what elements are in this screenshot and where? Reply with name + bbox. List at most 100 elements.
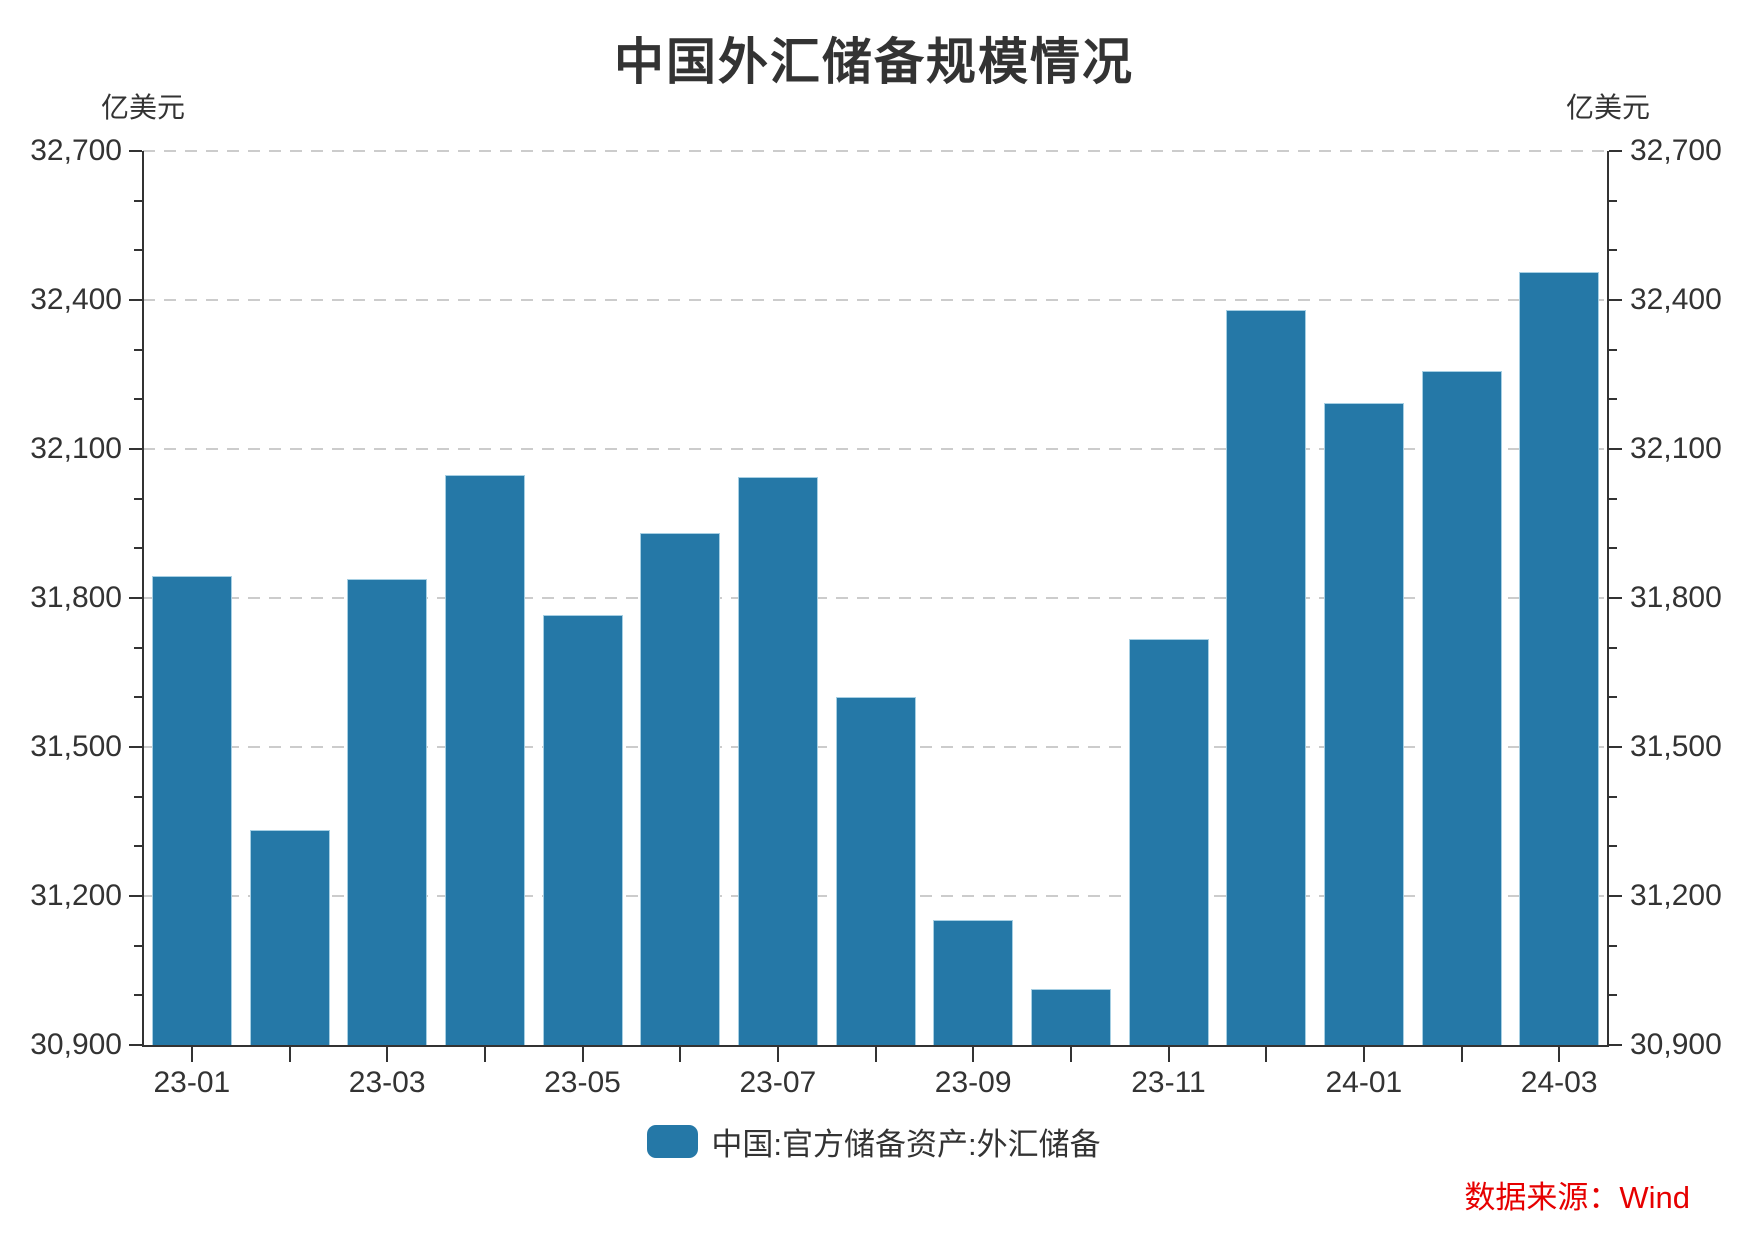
legend[interactable]: 中国:官方储备资产:外汇储备 (0, 1119, 1748, 1164)
y-tick-label-right: 31,800 (1630, 581, 1722, 614)
y-minor-tick-left (134, 249, 142, 252)
y-minor-tick-left (134, 994, 142, 997)
x-tick (679, 1046, 682, 1062)
y-minor-tick-left (134, 348, 142, 351)
y-tick-label-right: 32,700 (1630, 134, 1722, 167)
grid-line (143, 448, 1608, 450)
y-major-tick-right (1609, 1044, 1622, 1046)
y-minor-tick-right (1609, 249, 1617, 252)
y-minor-tick-left (134, 646, 142, 649)
y-minor-tick-left (134, 944, 142, 947)
grid-line (143, 597, 1608, 599)
y-minor-tick-right (1609, 646, 1617, 649)
x-tick-label: 23-11 (1131, 1066, 1206, 1099)
x-tick (1167, 1046, 1170, 1062)
y-tick-label-left: 32,400 (30, 283, 122, 316)
x-tick (776, 1046, 779, 1062)
x-tick (1265, 1046, 1268, 1062)
bar (835, 696, 916, 1045)
y-tick-label-right: 31,500 (1630, 730, 1722, 763)
y-minor-tick-right (1609, 348, 1617, 351)
y-major-tick-left (129, 746, 142, 748)
x-tick (1069, 1046, 1072, 1062)
data-source-note: 数据来源：Wind (1464, 1180, 1690, 1215)
y-tick-label-right: 32,100 (1630, 432, 1722, 465)
y-minor-tick-right (1609, 994, 1617, 997)
y-major-tick-right (1609, 746, 1622, 748)
y-axis-unit-left: 亿美元 (100, 92, 185, 123)
y-major-tick-left (129, 597, 142, 599)
y-tick-label-right: 30,900 (1630, 1028, 1722, 1061)
x-tick-label: 24-03 (1520, 1066, 1598, 1099)
x-tick (581, 1046, 584, 1062)
y-minor-tick-right (1609, 845, 1617, 848)
y-minor-tick-right (1609, 497, 1617, 500)
y-major-tick-left (129, 1044, 142, 1046)
x-tick (190, 1046, 193, 1062)
y-minor-tick-left (134, 398, 142, 401)
x-tick (1362, 1046, 1365, 1062)
y-tick-label-left: 30,900 (30, 1028, 122, 1061)
x-tick-label: 23-05 (544, 1066, 621, 1099)
y-minor-tick-left (134, 547, 142, 550)
x-tick-label: 23-03 (348, 1066, 426, 1099)
bar (542, 615, 623, 1045)
x-tick (1558, 1046, 1561, 1062)
x-tick (972, 1046, 975, 1062)
y-minor-tick-right (1609, 696, 1617, 699)
x-tick-label: 24-01 (1325, 1066, 1403, 1099)
y-minor-tick-right (1609, 398, 1617, 401)
bar (640, 533, 721, 1045)
bar (1421, 370, 1502, 1045)
plot-area (143, 150, 1608, 1045)
y-major-tick-right (1609, 597, 1622, 599)
y-minor-tick-left (134, 795, 142, 798)
y-minor-tick-left (134, 199, 142, 202)
bar (1030, 989, 1111, 1045)
x-tick-label: 23-09 (934, 1066, 1012, 1099)
y-major-tick-right (1609, 448, 1622, 450)
y-major-tick-right (1609, 150, 1622, 152)
y-minor-tick-left (134, 696, 142, 699)
y-major-tick-left (129, 150, 142, 152)
grid-line (143, 299, 1608, 301)
bar (737, 477, 818, 1045)
x-tick (1460, 1046, 1463, 1062)
x-tick-label: 23-01 (153, 1066, 231, 1099)
x-tick-label: 23-07 (739, 1066, 817, 1099)
chart-title: 中国外汇储备规模情况 (614, 34, 1134, 90)
bar (347, 578, 428, 1045)
legend-swatch[interactable] (647, 1125, 699, 1158)
y-minor-tick-right (1609, 944, 1617, 947)
bar (1226, 309, 1307, 1045)
y-tick-label-left: 32,100 (30, 432, 122, 465)
y-axis-unit-right: 亿美元 (1565, 92, 1650, 123)
x-tick (874, 1046, 877, 1062)
y-major-tick-left (129, 299, 142, 301)
y-minor-tick-left (134, 845, 142, 848)
y-tick-label-left: 31,200 (30, 879, 122, 912)
y-major-tick-left (129, 895, 142, 897)
x-tick (386, 1046, 389, 1062)
y-major-tick-right (1609, 895, 1622, 897)
bar (151, 575, 232, 1045)
y-tick-label-left: 32,700 (30, 134, 122, 167)
y-minor-tick-right (1609, 199, 1617, 202)
x-tick (288, 1046, 291, 1062)
bar (249, 830, 330, 1045)
legend-label[interactable]: 中国:官方储备资产:外汇储备 (711, 1127, 1101, 1162)
y-tick-label-right: 31,200 (1630, 879, 1722, 912)
x-tick (483, 1046, 486, 1062)
y-major-tick-right (1609, 299, 1622, 301)
y-minor-tick-left (134, 497, 142, 500)
y-major-tick-left (129, 448, 142, 450)
y-minor-tick-right (1609, 795, 1617, 798)
bar (1519, 271, 1600, 1045)
bar (1323, 402, 1404, 1045)
axis-line-left (142, 151, 144, 1047)
y-tick-label-left: 31,800 (30, 581, 122, 614)
axis-line-right (1607, 151, 1609, 1047)
grid-line (143, 150, 1608, 152)
bar (933, 920, 1014, 1045)
